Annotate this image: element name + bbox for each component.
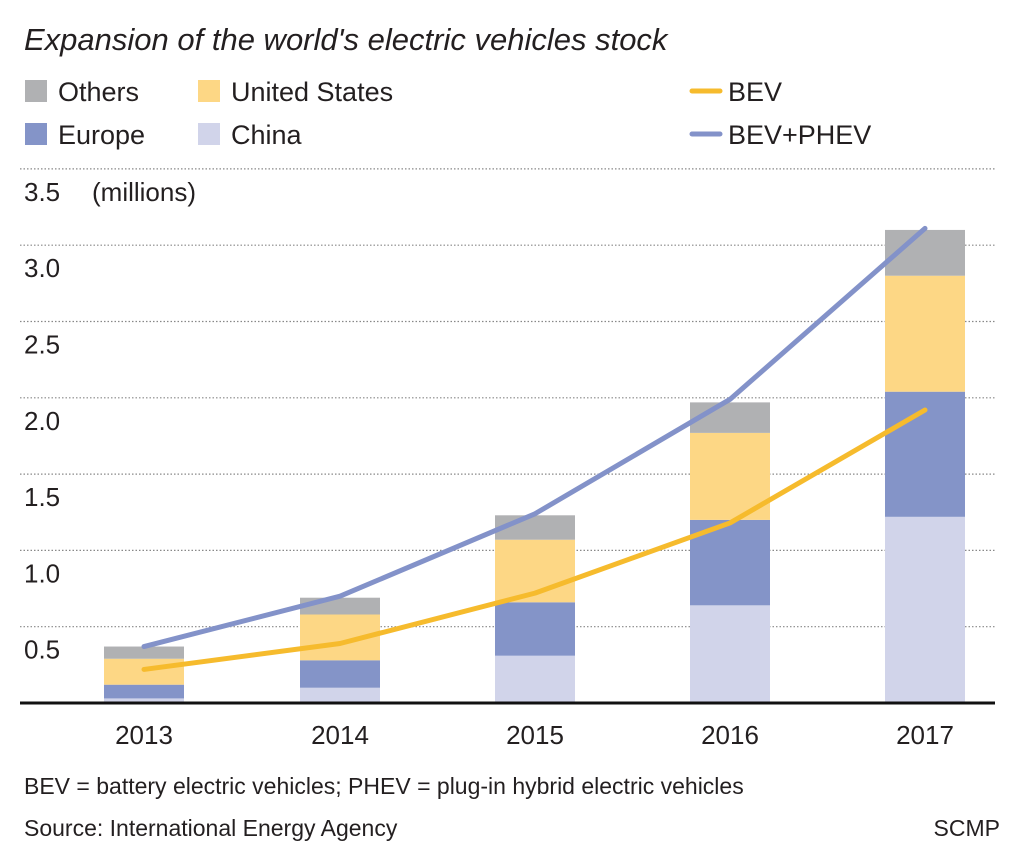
bar-europe-2015 xyxy=(495,602,575,656)
x-tick-label: 2017 xyxy=(896,720,954,750)
y-tick-label: 0.5 xyxy=(24,635,60,665)
bar-europe-2014 xyxy=(300,660,380,688)
legend-label-bev-phev: BEV+PHEV xyxy=(728,120,871,150)
legend-label-others: Others xyxy=(58,77,139,107)
footnote: BEV = battery electric vehicles; PHEV = … xyxy=(24,773,744,799)
bar-china-2015 xyxy=(495,655,575,703)
legend: Others United States Europe China BEV BE… xyxy=(25,77,871,150)
chart-title: Expansion of the world's electric vehicl… xyxy=(24,22,669,57)
line-bev-phev xyxy=(141,225,928,650)
x-axis-ticks: 2013 2014 2015 2016 2017 xyxy=(115,720,954,750)
y-tick-label: 2.5 xyxy=(24,330,60,360)
bar-china-2013 xyxy=(104,698,184,703)
bar-others-2014 xyxy=(300,597,380,615)
bar-china-2016 xyxy=(690,605,770,703)
credit: SCMP xyxy=(934,815,1000,841)
y-axis-unit-label: (millions) xyxy=(92,177,196,207)
bar-china-2017 xyxy=(885,516,965,703)
x-tick-label: 2014 xyxy=(311,720,369,750)
legend-label-china: China xyxy=(231,120,303,150)
bars xyxy=(104,229,965,703)
y-tick-label: 1.0 xyxy=(24,558,60,588)
y-tick-label: 3.5 xyxy=(24,177,60,207)
bar-europe-2013 xyxy=(104,684,184,699)
legend-label-bev: BEV xyxy=(728,77,782,107)
legend-label-united-states: United States xyxy=(231,77,393,107)
lines xyxy=(141,225,928,672)
legend-swatch-europe xyxy=(25,123,47,145)
x-tick-label: 2013 xyxy=(115,720,173,750)
y-tick-label: 1.5 xyxy=(24,482,60,512)
source: Source: International Energy Agency xyxy=(24,815,398,841)
legend-swatch-united-states xyxy=(198,80,220,102)
bar-others-2013 xyxy=(104,646,184,659)
legend-swatch-others xyxy=(25,80,47,102)
legend-label-europe: Europe xyxy=(58,120,145,150)
x-tick-label: 2015 xyxy=(506,720,564,750)
bar-china-2014 xyxy=(300,687,380,703)
legend-swatch-china xyxy=(198,123,220,145)
y-tick-label: 2.0 xyxy=(24,406,60,436)
line-bev xyxy=(141,407,928,672)
x-tick-label: 2016 xyxy=(701,720,759,750)
bar-united-states-2017 xyxy=(885,275,965,392)
y-tick-label: 3.0 xyxy=(24,253,60,283)
